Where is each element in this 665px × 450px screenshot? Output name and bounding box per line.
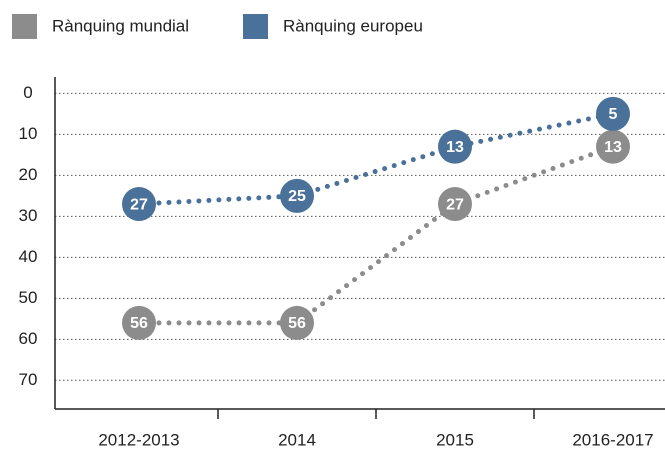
data-label: 5	[609, 106, 618, 123]
y-tick-label: 50	[19, 288, 38, 307]
y-tick-label: 70	[19, 370, 38, 389]
series-line	[136, 111, 616, 207]
legend-swatch	[243, 14, 268, 39]
data-point	[122, 187, 156, 222]
y-tick-label: 20	[19, 165, 38, 184]
data-point	[438, 187, 472, 222]
data-point	[280, 178, 314, 213]
data-label: 13	[446, 139, 464, 156]
legend-label: Rànquing europeu	[283, 16, 423, 35]
x-tick-label: 2016-2017	[572, 430, 653, 449]
x-tick-label: 2014	[278, 430, 316, 449]
series-line	[136, 144, 616, 326]
y-tick-label: 10	[19, 124, 38, 143]
data-label: 13	[604, 139, 622, 156]
data-label: 25	[288, 188, 306, 205]
data-label: 27	[446, 196, 464, 213]
legend-label: Rànquing mundial	[52, 16, 189, 35]
x-tick-label: 2012-2013	[98, 430, 179, 449]
data-point	[596, 96, 630, 131]
data-point	[596, 129, 630, 164]
data-label: 56	[288, 315, 306, 332]
y-tick-label: 40	[19, 247, 38, 266]
x-tick-label: 2015	[436, 430, 474, 449]
data-point	[122, 305, 156, 340]
legend-swatch	[12, 14, 37, 39]
y-tick-label: 0	[23, 83, 32, 102]
data-point	[280, 305, 314, 340]
data-label: 56	[130, 315, 148, 332]
y-tick-label: 60	[19, 329, 38, 348]
y-tick-label: 30	[19, 206, 38, 225]
data-point	[438, 129, 472, 164]
data-label: 27	[130, 196, 148, 213]
